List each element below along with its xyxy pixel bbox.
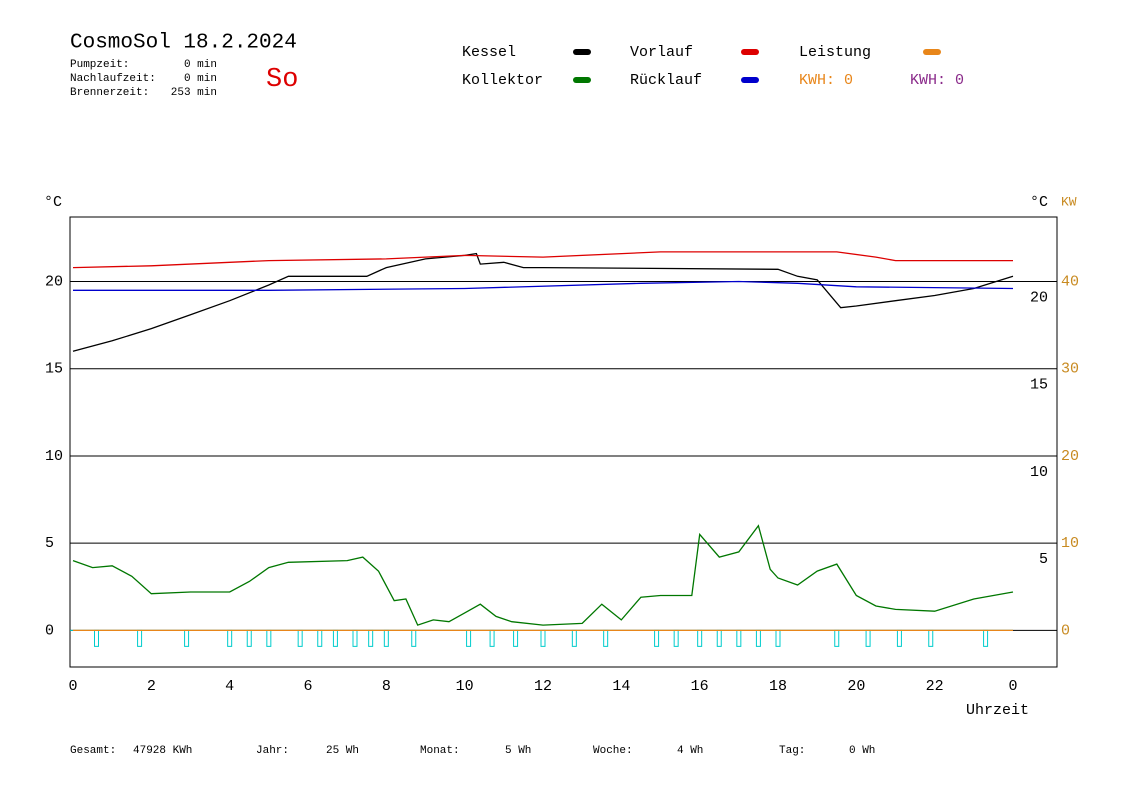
pulse xyxy=(137,629,143,647)
day-label: So xyxy=(266,65,298,95)
x-axis-label: Uhrzeit xyxy=(966,702,1029,719)
pulse xyxy=(654,629,660,647)
y-tick-label: 0 xyxy=(45,622,54,639)
y-axis-label: °C xyxy=(44,194,62,211)
y2-tick-label: 40 xyxy=(1061,274,1079,291)
x-tick-label: 12 xyxy=(534,678,552,695)
pulse xyxy=(246,629,252,647)
pulse xyxy=(834,629,840,647)
x-tick-label: 0 xyxy=(68,678,77,695)
info-value: 253 min xyxy=(171,87,217,99)
pulse xyxy=(865,629,871,647)
pulse xyxy=(489,629,495,647)
footer-label: Monat: xyxy=(420,745,460,757)
pulse xyxy=(94,629,99,647)
y-tick-label: 20 xyxy=(45,274,63,291)
legend-label: Vorlauf xyxy=(630,44,693,61)
series-line xyxy=(72,524,1014,626)
pulse xyxy=(227,629,233,647)
x-tick-label: 8 xyxy=(382,678,391,695)
footer-value: 0 Wh xyxy=(849,745,875,757)
y-tick-label-right: 5 xyxy=(1039,551,1048,568)
y2-tick-label: 20 xyxy=(1061,448,1079,465)
x-tick-label: 20 xyxy=(847,678,865,695)
pulse xyxy=(928,629,934,647)
pulse xyxy=(266,629,272,647)
x-tick-label: 6 xyxy=(303,678,312,695)
pulse xyxy=(317,629,323,647)
info-value: 0 min xyxy=(184,73,217,85)
y-axis-label-right: °C xyxy=(1030,194,1048,211)
footer-value: 47928 KWh xyxy=(133,745,192,757)
footer-label: Tag: xyxy=(779,745,805,757)
y-tick-label: 5 xyxy=(45,535,54,552)
footer-value: 5 Wh xyxy=(505,745,531,757)
pulse xyxy=(466,629,472,647)
y2-axis-label: KW xyxy=(1061,194,1077,209)
x-tick-label: 10 xyxy=(456,678,474,695)
chart-title: CosmoSol 18.2.2024 xyxy=(70,32,297,55)
series-line xyxy=(72,251,1013,269)
pulse xyxy=(332,629,338,647)
info-label: Nachlaufzeit: xyxy=(70,73,156,85)
pulse xyxy=(571,629,577,647)
y2-tick-label: 30 xyxy=(1061,361,1079,378)
y2-tick-label: 0 xyxy=(1061,622,1070,639)
y-tick-label-right: 20 xyxy=(1030,290,1048,307)
pulse xyxy=(755,629,761,647)
pulse xyxy=(513,629,519,647)
footer-label: Woche: xyxy=(593,745,633,757)
plot-frame xyxy=(69,216,1058,668)
pulse xyxy=(673,629,679,647)
footer-value: 4 Wh xyxy=(677,745,703,757)
footer-label: Jahr: xyxy=(256,745,289,757)
pulse xyxy=(896,629,902,647)
pulse xyxy=(411,629,417,647)
pulse xyxy=(383,629,389,647)
y2-tick-label: 10 xyxy=(1061,535,1079,552)
x-tick-label: 0 xyxy=(1008,678,1017,695)
legend-label: Leistung xyxy=(799,44,871,61)
info-label: Pumpzeit: xyxy=(70,59,129,71)
kwh-label: KWH: 0 xyxy=(910,72,964,89)
pulse xyxy=(775,629,781,647)
series-line xyxy=(73,280,1014,291)
footer-label: Gesamt: xyxy=(70,745,116,757)
x-tick-label: 16 xyxy=(691,678,709,695)
pulse xyxy=(184,629,190,647)
info-value: 0 min xyxy=(184,59,217,71)
x-tick-label: 22 xyxy=(926,678,944,695)
y-tick-label: 10 xyxy=(45,448,63,465)
x-tick-label: 2 xyxy=(147,678,156,695)
pulse xyxy=(736,629,742,647)
info-label: Brennerzeit: xyxy=(70,87,149,99)
legend-label: Kollektor xyxy=(462,72,543,89)
pulse xyxy=(352,629,358,647)
pulse xyxy=(697,629,703,647)
pulse xyxy=(368,629,374,647)
pulse xyxy=(540,629,546,647)
pulse xyxy=(983,629,989,647)
pulse xyxy=(603,629,609,647)
x-tick-label: 14 xyxy=(612,678,630,695)
pulse xyxy=(716,629,722,647)
x-tick-label: 4 xyxy=(225,678,234,695)
legend-label: Kessel xyxy=(462,44,516,61)
footer-value: 25 Wh xyxy=(326,745,359,757)
pulse xyxy=(297,629,303,647)
legend-label: Rücklauf xyxy=(630,72,702,89)
series-line xyxy=(72,252,1014,352)
kwh-label: KWH: 0 xyxy=(799,72,853,89)
x-tick-label: 18 xyxy=(769,678,787,695)
y-tick-label: 15 xyxy=(45,361,63,378)
y-tick-label-right: 15 xyxy=(1030,377,1048,394)
y-tick-label-right: 10 xyxy=(1030,464,1048,481)
